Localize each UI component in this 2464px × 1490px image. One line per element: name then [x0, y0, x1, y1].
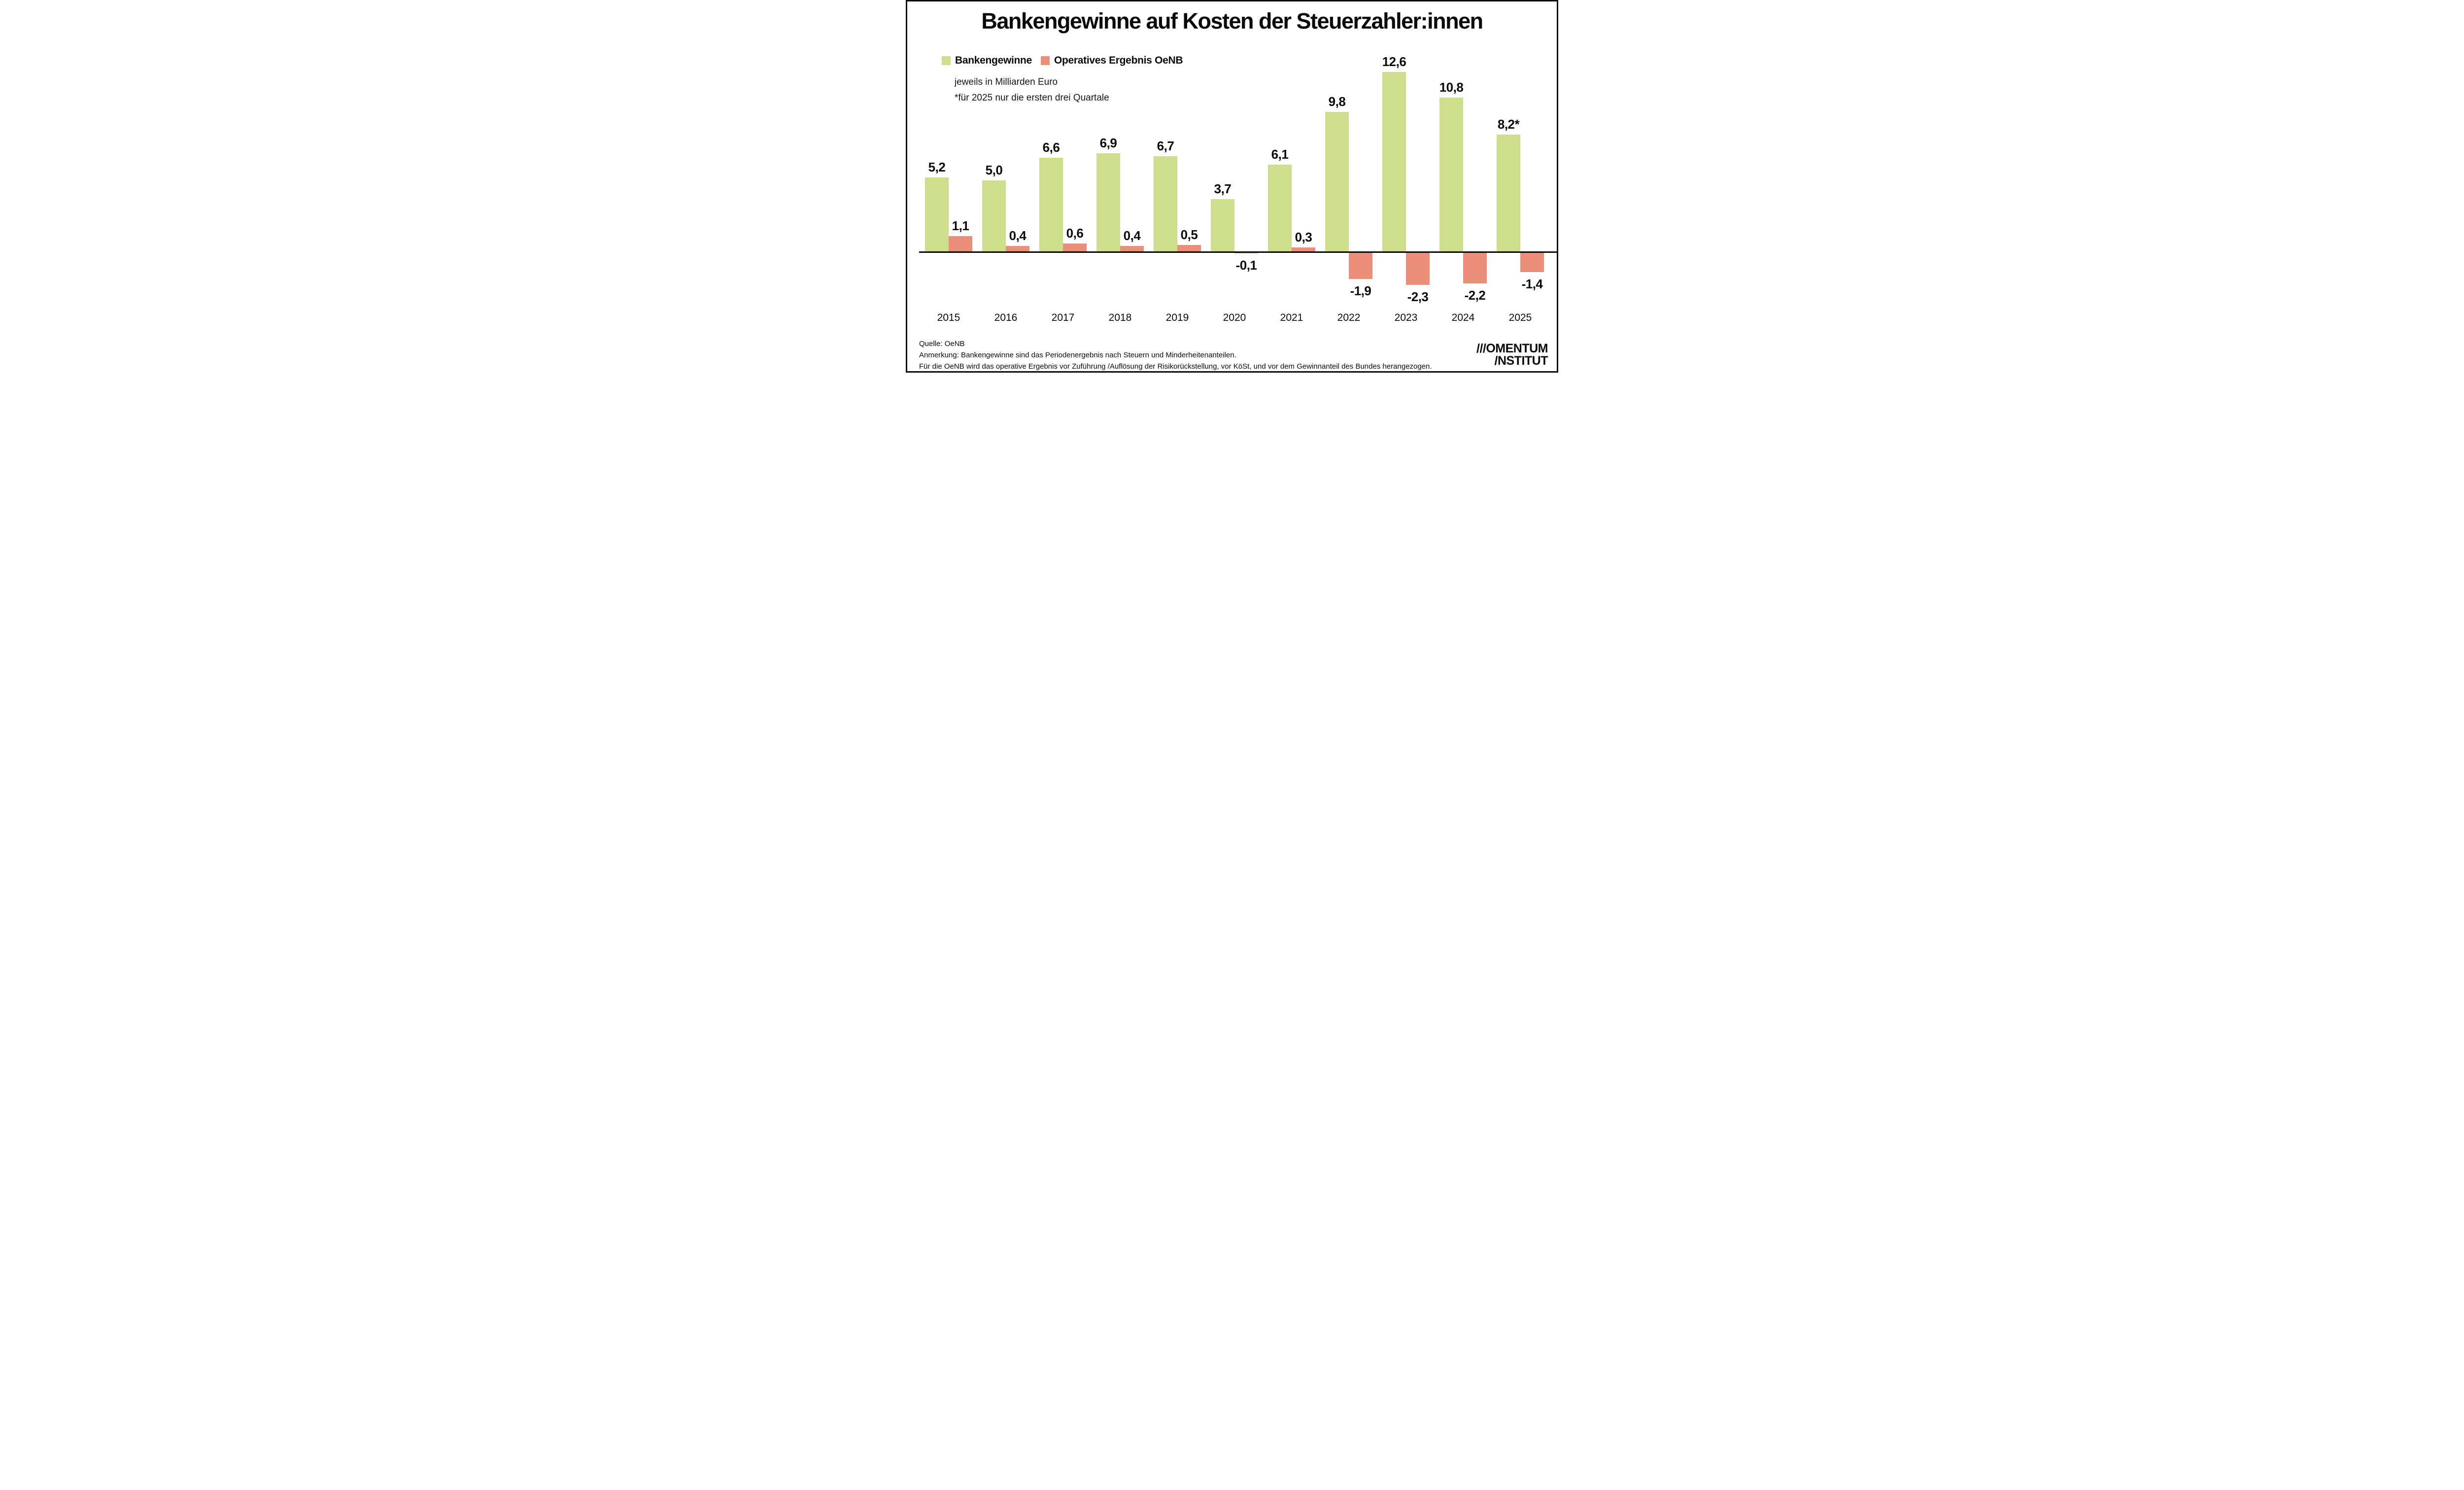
value-label-bankengewinne-2025: 8,2* — [1497, 117, 1520, 132]
bar-bankengewinne-2017 — [1039, 157, 1063, 252]
value-label-oenb-2023: -2,3 — [1407, 289, 1429, 304]
value-label-oenb-2016: 0,4 — [1009, 228, 1027, 243]
x-axis-label-2025: 2025 — [1508, 312, 1532, 323]
legend-item-bankengewinne: Bankengewinne — [942, 55, 1032, 67]
chart-subtitle: jeweils in Milliarden Euro *für 2025 nur… — [955, 74, 1109, 106]
source-line: Quelle: OeNB — [919, 340, 965, 348]
x-axis-label-2020: 2020 — [1223, 312, 1246, 323]
bar-bankengewinne-2021 — [1268, 165, 1292, 252]
x-axis-label-2015: 2015 — [937, 312, 960, 323]
value-label-bankengewinne-2024: 10,8 — [1439, 79, 1464, 95]
value-label-bankengewinne-2015: 5,2 — [928, 160, 946, 175]
x-axis-label-2023: 2023 — [1394, 312, 1418, 323]
x-axis-label-2024: 2024 — [1451, 312, 1475, 323]
x-axis-label-2019: 2019 — [1165, 312, 1189, 323]
bar-oenb-2015 — [949, 236, 972, 252]
bar-oenb-2022 — [1349, 252, 1372, 279]
x-axis-label-2017: 2017 — [1051, 312, 1075, 323]
legend-item-oenb: Operatives Ergebnis OeNB — [1040, 55, 1183, 67]
logo-line-institut: /NSTITUT — [1494, 354, 1548, 368]
bar-oenb-2018 — [1120, 246, 1144, 252]
x-axis-label-2018: 2018 — [1108, 312, 1132, 323]
value-label-oenb-2022: -1,9 — [1350, 283, 1371, 299]
value-label-bankengewinne-2023: 12,6 — [1382, 54, 1406, 69]
chart-title: Bankengewinne auf Kosten der Steuerzahle… — [981, 8, 1483, 34]
bar-bankengewinne-2025 — [1497, 135, 1520, 252]
value-label-bankengewinne-2021: 6,1 — [1271, 147, 1289, 162]
legend-swatch-bankengewinne — [942, 56, 951, 65]
x-axis-label-2021: 2021 — [1280, 312, 1303, 323]
value-label-oenb-2015: 1,1 — [952, 218, 969, 234]
value-label-oenb-2017: 0,6 — [1066, 225, 1084, 241]
subtitle-line-footnote: *für 2025 nur die ersten drei Quartale — [955, 93, 1109, 103]
bar-bankengewinne-2018 — [1096, 153, 1120, 252]
value-label-oenb-2025: -1,4 — [1521, 276, 1543, 291]
bar-oenb-2021 — [1292, 247, 1315, 252]
value-label-bankengewinne-2022: 9,8 — [1328, 94, 1346, 109]
note-line-2: Für die OeNB wird das operative Ergebnis… — [919, 362, 1432, 371]
value-label-oenb-2019: 0,5 — [1180, 227, 1198, 242]
bar-oenb-2016 — [1006, 246, 1029, 252]
bar-bankengewinne-2022 — [1325, 111, 1349, 252]
legend: Bankengewinne Operatives Ergebnis OeNB — [942, 55, 1183, 67]
value-label-bankengewinne-2017: 6,6 — [1042, 139, 1060, 155]
legend-label-bankengewinne: Bankengewinne — [955, 55, 1032, 66]
x-axis-zero-line — [919, 251, 1557, 253]
subtitle-line-units: jeweils in Milliarden Euro — [955, 77, 1058, 87]
momentum-institut-logo: ///OMENTUM /NSTITUT — [1476, 343, 1548, 367]
bar-bankengewinne-2024 — [1439, 97, 1463, 252]
x-axis-label-2016: 2016 — [994, 312, 1018, 323]
legend-label-oenb: Operatives Ergebnis OeNB — [1054, 55, 1183, 66]
bar-oenb-2024 — [1463, 252, 1487, 283]
value-label-bankengewinne-2019: 6,7 — [1157, 138, 1174, 153]
value-label-oenb-2020: -0,1 — [1235, 257, 1257, 273]
note-line-1: Anmerkung: Bankengewinne sind das Period… — [919, 351, 1236, 359]
bar-oenb-2017 — [1063, 243, 1087, 252]
value-label-oenb-2018: 0,4 — [1123, 228, 1141, 243]
footer-notes: Quelle: OeNB Anmerkung: Bankengewinne si… — [919, 338, 1432, 371]
bar-oenb-2019 — [1177, 244, 1201, 252]
bar-bankengewinne-2020 — [1211, 199, 1234, 252]
bar-bankengewinne-2016 — [982, 180, 1006, 252]
value-label-bankengewinne-2018: 6,9 — [1099, 135, 1117, 150]
bar-bankengewinne-2023 — [1382, 71, 1406, 252]
chart-card: Bankengewinne auf Kosten der Steuerzahle… — [906, 0, 1558, 373]
bar-bankengewinne-2019 — [1154, 156, 1177, 252]
plot-area: 5,2 1,1 2015 5,0 0,4 2016 6,6 0,6 2017 6,9 0,4 2018… — [907, 1, 1557, 371]
bar-oenb-2025 — [1520, 252, 1544, 272]
bar-oenb-2023 — [1406, 252, 1430, 285]
value-label-bankengewinne-2016: 5,0 — [985, 163, 1003, 177]
bar-bankengewinne-2015 — [925, 177, 949, 252]
legend-swatch-oenb — [1040, 56, 1050, 65]
value-label-bankengewinne-2020: 3,7 — [1214, 181, 1232, 196]
value-label-oenb-2021: 0,3 — [1295, 230, 1312, 245]
x-axis-label-2022: 2022 — [1337, 312, 1361, 323]
value-label-oenb-2024: -2,2 — [1464, 287, 1486, 303]
logo-line-momentum: ///OMENTUM — [1476, 342, 1548, 355]
